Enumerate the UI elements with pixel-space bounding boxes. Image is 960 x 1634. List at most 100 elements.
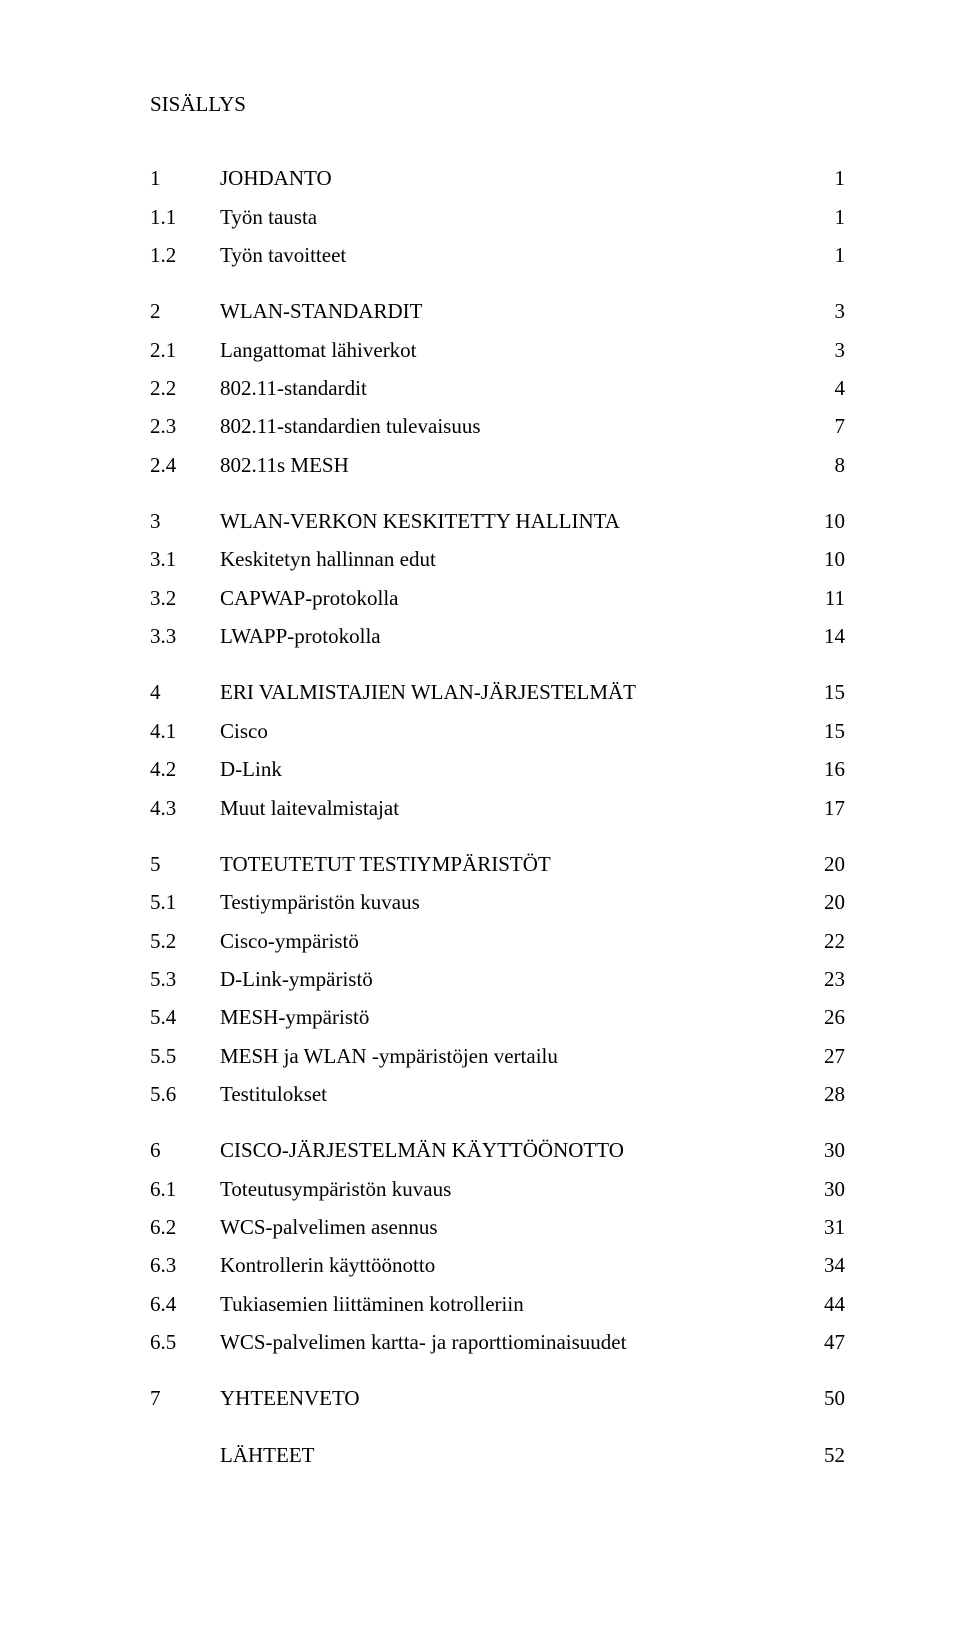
toc-entry-page: 17 [805,794,845,822]
toc-entry-number: 4.2 [150,755,220,783]
toc-entry-label: CAPWAP-protokolla [220,584,805,612]
toc-entry-page: 30 [805,1136,845,1164]
toc-entry-page: 22 [805,927,845,955]
toc-entry-label: Toteutusympäristön kuvaus [220,1175,805,1203]
toc-entry-page: 11 [805,584,845,612]
toc-entry-label: D-Link-ympäristö [220,965,805,993]
toc-entry-page: 7 [805,412,845,440]
toc-entry-number: 2.1 [150,336,220,364]
toc-section-row: 1JOHDANTO1 [150,164,845,192]
toc-entry-number: 5.1 [150,888,220,916]
toc-entry-label: Muut laitevalmistajat [220,794,805,822]
toc-entry-page: 3 [805,336,845,364]
toc-entry-page: 1 [805,164,845,192]
toc-title: SISÄLLYS [150,90,845,118]
toc-entry-page: 20 [805,850,845,878]
toc-sub-row: 5.1Testiympäristön kuvaus20 [150,888,845,916]
toc-body: 1JOHDANTO11.1Työn tausta11.2Työn tavoitt… [150,164,845,1412]
toc-sub-row: 2.1Langattomat lähiverkot3 [150,336,845,364]
toc-entry-number: 1 [150,164,220,192]
toc-entry-label: TOTEUTETUT TESTIYMPÄRISTÖT [220,850,805,878]
toc-tail-label: LÄHTEET [220,1441,805,1469]
toc-sub-row: 5.3D-Link-ympäristö23 [150,965,845,993]
toc-section-row: 3WLAN-VERKON KESKITETTY HALLINTA10 [150,507,845,535]
toc-entry-number: 6 [150,1136,220,1164]
toc-entry-page: 34 [805,1251,845,1279]
toc-entry-number: 3.3 [150,622,220,650]
toc-entry-number: 2.3 [150,412,220,440]
toc-entry-label: Tukiasemien liittäminen kotrolleriin [220,1290,805,1318]
toc-sub-row: 2.2802.11-standardit4 [150,374,845,402]
toc-entry-number: 2 [150,297,220,325]
toc-entry-page: 50 [805,1384,845,1412]
toc-sub-row: 3.1Keskitetyn hallinnan edut10 [150,545,845,573]
toc-sub-row: 1.1Työn tausta1 [150,203,845,231]
toc-sub-row: 2.4802.11s MESH8 [150,451,845,479]
toc-entry-number: 3.1 [150,545,220,573]
toc-entry-label: MESH ja WLAN -ympäristöjen vertailu [220,1042,805,1070]
toc-entry-label: Cisco [220,717,805,745]
toc-entry-number: 1.1 [150,203,220,231]
toc-entry-number: 6.3 [150,1251,220,1279]
toc-entry-number: 5.2 [150,927,220,955]
toc-sub-row: 6.4Tukiasemien liittäminen kotrolleriin4… [150,1290,845,1318]
toc-section-row: 2WLAN-STANDARDIT3 [150,297,845,325]
toc-entry-number: 2.2 [150,374,220,402]
toc-sub-row: 6.5WCS-palvelimen kartta- ja raporttiomi… [150,1328,845,1356]
toc-entry-page: 26 [805,1003,845,1031]
toc-entry-label: 802.11s MESH [220,451,805,479]
toc-section-row: 4ERI VALMISTAJIEN WLAN-JÄRJESTELMÄT15 [150,678,845,706]
toc-entry-label: ERI VALMISTAJIEN WLAN-JÄRJESTELMÄT [220,678,805,706]
toc-entry-page: 3 [805,297,845,325]
toc-entry-label: Testitulokset [220,1080,805,1108]
toc-entry-page: 16 [805,755,845,783]
toc-entry-number: 2.4 [150,451,220,479]
toc-sub-row: 4.2D-Link16 [150,755,845,783]
toc-entry-page: 15 [805,678,845,706]
toc-entry-page: 8 [805,451,845,479]
toc-entry-label: JOHDANTO [220,164,805,192]
toc-entry-number: 5.4 [150,1003,220,1031]
toc-entry-page: 27 [805,1042,845,1070]
toc-entry-label: WLAN-VERKON KESKITETTY HALLINTA [220,507,805,535]
toc-entry-number: 3.2 [150,584,220,612]
toc-entry-page: 28 [805,1080,845,1108]
toc-entry-number: 5.6 [150,1080,220,1108]
toc-sub-row: 4.3Muut laitevalmistajat17 [150,794,845,822]
toc-sub-row: 3.2CAPWAP-protokolla11 [150,584,845,612]
toc-entry-page: 15 [805,717,845,745]
toc-sub-row: 4.1Cisco15 [150,717,845,745]
toc-entry-number: 7 [150,1384,220,1412]
toc-section-row: 6CISCO-JÄRJESTELMÄN KÄYTTÖÖNOTTO30 [150,1136,845,1164]
toc-entry-number: 3 [150,507,220,535]
toc-entry-page: 20 [805,888,845,916]
toc-entry-page: 31 [805,1213,845,1241]
toc-entry-label: WLAN-STANDARDIT [220,297,805,325]
toc-sub-row: 6.2WCS-palvelimen asennus31 [150,1213,845,1241]
toc-entry-page: 10 [805,545,845,573]
toc-entry-number: 6.1 [150,1175,220,1203]
toc-entry-label: Työn tausta [220,203,805,231]
toc-entry-label: CISCO-JÄRJESTELMÄN KÄYTTÖÖNOTTO [220,1136,805,1164]
toc-entry-page: 23 [805,965,845,993]
toc-section-row: 5TOTEUTETUT TESTIYMPÄRISTÖT20 [150,850,845,878]
toc-entry-label: D-Link [220,755,805,783]
toc-tail-row: LÄHTEET 52 [150,1441,845,1469]
toc-entry-number: 5.5 [150,1042,220,1070]
toc-entry-number: 5 [150,850,220,878]
toc-entry-page: 4 [805,374,845,402]
toc-entry-label: 802.11-standardien tulevaisuus [220,412,805,440]
toc-entry-page: 10 [805,507,845,535]
toc-entry-number: 6.2 [150,1213,220,1241]
toc-entry-number: 4 [150,678,220,706]
toc-sub-row: 6.1Toteutusympäristön kuvaus30 [150,1175,845,1203]
toc-sub-row: 5.5MESH ja WLAN -ympäristöjen vertailu27 [150,1042,845,1070]
toc-entry-number: 4.3 [150,794,220,822]
toc-sub-row: 2.3802.11-standardien tulevaisuus7 [150,412,845,440]
toc-entry-label: 802.11-standardit [220,374,805,402]
toc-entry-page: 14 [805,622,845,650]
toc-entry-number: 5.3 [150,965,220,993]
toc-entry-number: 6.4 [150,1290,220,1318]
toc-sub-row: 5.4MESH-ympäristö26 [150,1003,845,1031]
toc-sub-row: 5.6Testitulokset28 [150,1080,845,1108]
